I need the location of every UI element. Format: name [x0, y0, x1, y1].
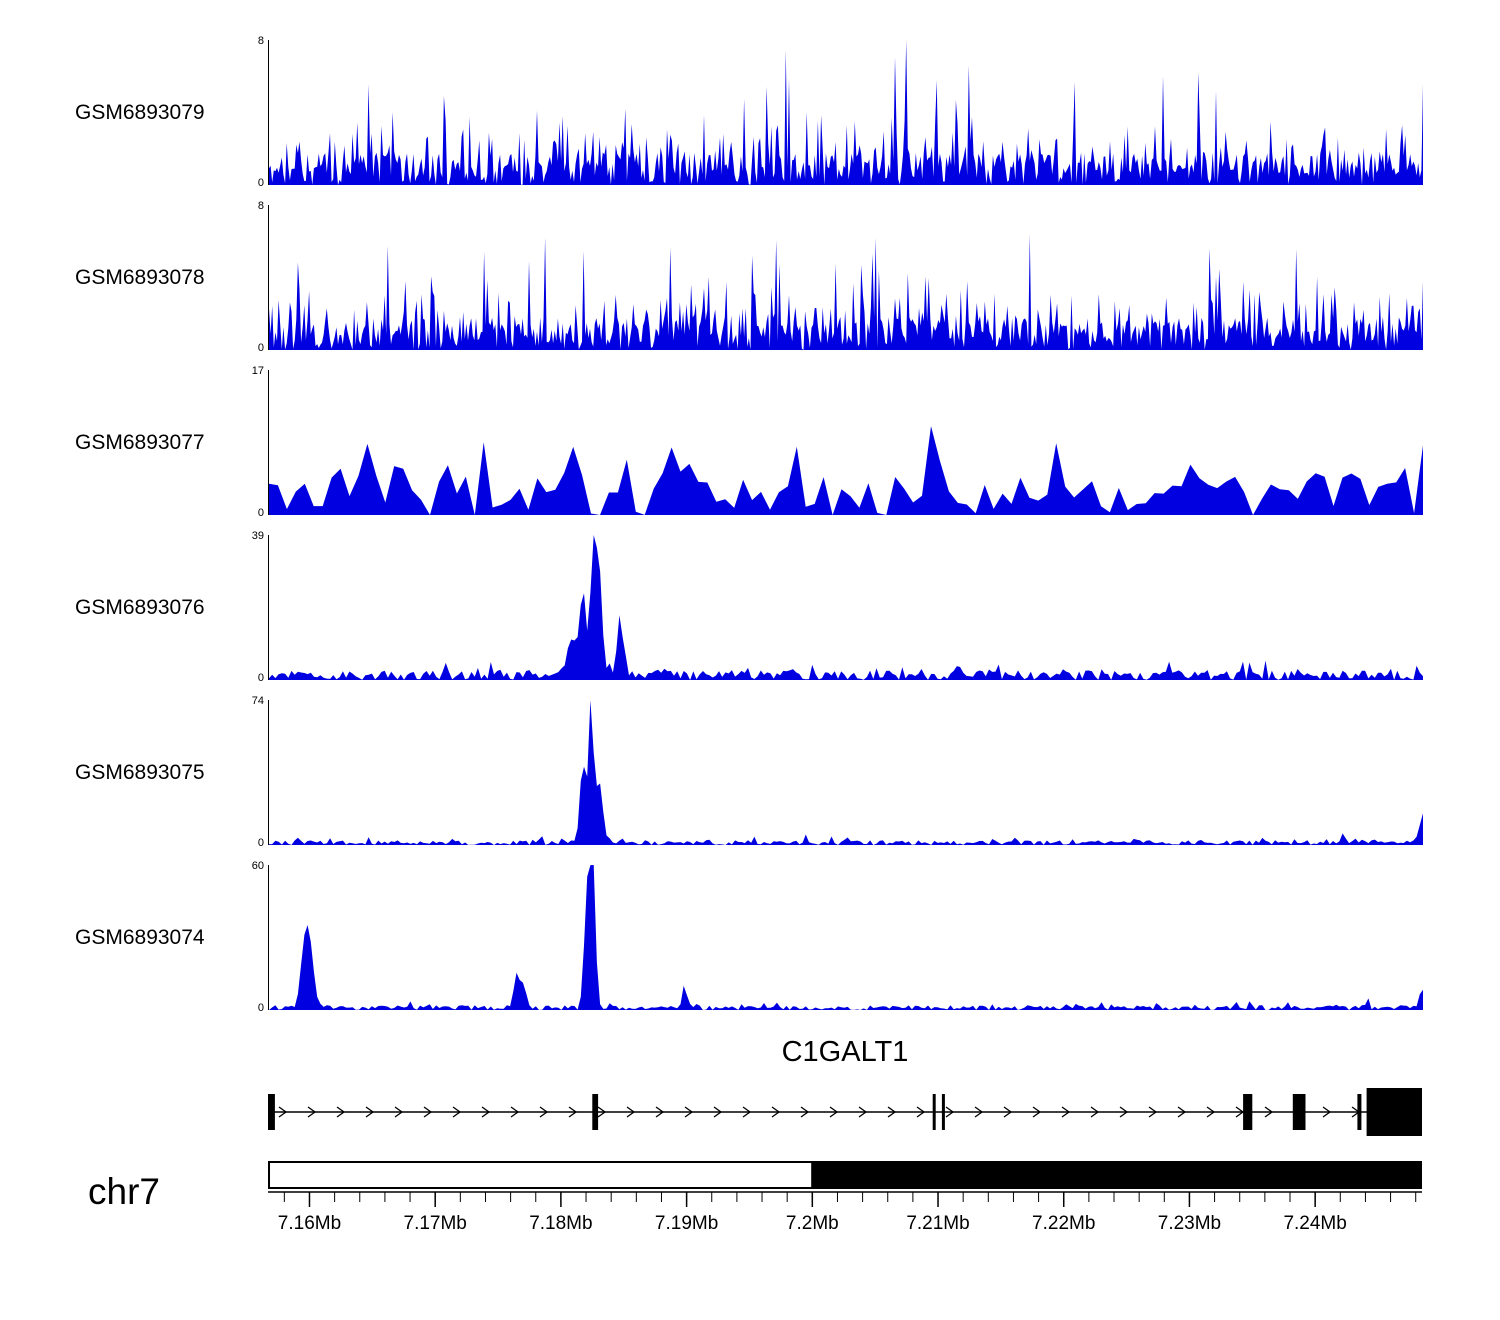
- coverage-signal-svg: [269, 40, 1423, 185]
- track-row: GSM6893079 8 0: [0, 36, 1500, 189]
- track-ymin-label: 0: [257, 837, 264, 849]
- track-row: GSM6893074 60 0: [0, 861, 1500, 1014]
- track-ymax-label: 39: [251, 530, 264, 542]
- chromosome-ideogram-axis-svg: 7.16Mb 7.17Mb 7.18Mb 7.19Mb 7.2Mb 7.21Mb 7.22M…: [268, 1161, 1422, 1234]
- coverage-signal-svg: [269, 234, 1423, 350]
- track-plot: 8 0: [258, 36, 1423, 189]
- coverage-signal-svg: [269, 426, 1423, 515]
- chromosome-section: chr7 7.16Mb 7.17Mb 7.18Mb 7.19Mb 7.2Mb 7.21Mb…: [0, 1161, 1500, 1256]
- track-row: GSM6893078 8 0: [0, 201, 1500, 354]
- svg-text:7.2Mb: 7.2Mb: [786, 1213, 839, 1234]
- track-label: GSM6893076: [75, 595, 205, 619]
- track-ymax-label: 8: [257, 35, 264, 47]
- coverage-signal-svg: [269, 535, 1423, 680]
- svg-text:7.17Mb: 7.17Mb: [404, 1213, 467, 1234]
- track-ymin-label: 0: [257, 672, 264, 684]
- track-plot: 39 0: [252, 531, 1423, 684]
- svg-text:7.21Mb: 7.21Mb: [906, 1213, 969, 1234]
- svg-text:7.18Mb: 7.18Mb: [529, 1213, 592, 1234]
- track-label: GSM6893077: [75, 430, 205, 454]
- track-plot: 17 0: [252, 366, 1423, 519]
- track-ymin-label: 0: [257, 1002, 264, 1014]
- track-ymax-label: 74: [251, 695, 264, 707]
- chromosome-label: chr7: [88, 1171, 160, 1212]
- coverage-signal-svg: [269, 700, 1423, 845]
- track-row: GSM6893076 39 0: [0, 531, 1500, 684]
- track-row: GSM6893075 74 0: [0, 696, 1500, 849]
- track-plot: 60 0: [252, 861, 1423, 1014]
- track-ymin-label: 0: [257, 342, 264, 354]
- track-ymax-label: 8: [257, 200, 264, 212]
- svg-text:7.24Mb: 7.24Mb: [1283, 1213, 1346, 1234]
- track-label: GSM6893078: [75, 265, 205, 289]
- coverage-tracks: GSM6893079 8 0 GSM6893078 8 0 GSM6893077…: [0, 36, 1500, 1014]
- svg-text:7.22Mb: 7.22Mb: [1032, 1213, 1095, 1234]
- track-label: GSM6893075: [75, 760, 205, 784]
- svg-text:7.23Mb: 7.23Mb: [1158, 1213, 1221, 1234]
- track-ymax-label: 60: [251, 860, 264, 872]
- track-row: GSM6893077 17 0: [0, 366, 1500, 519]
- gene-annotation-section: C1GALT1: [268, 1036, 1422, 1147]
- coverage-signal-svg: [269, 865, 1423, 1010]
- track-label: GSM6893074: [75, 925, 205, 949]
- gene-model-svg: [268, 1088, 1422, 1136]
- gene-name-label: C1GALT1: [781, 1036, 909, 1068]
- svg-text:7.19Mb: 7.19Mb: [655, 1213, 718, 1234]
- track-plot: 74 0: [252, 696, 1423, 849]
- track-ymax-label: 17: [251, 365, 264, 377]
- track-label: GSM6893079: [75, 100, 205, 124]
- track-plot: 8 0: [258, 201, 1423, 354]
- track-ymin-label: 0: [257, 507, 264, 519]
- track-ymin-label: 0: [257, 177, 264, 189]
- svg-text:7.16Mb: 7.16Mb: [278, 1213, 341, 1234]
